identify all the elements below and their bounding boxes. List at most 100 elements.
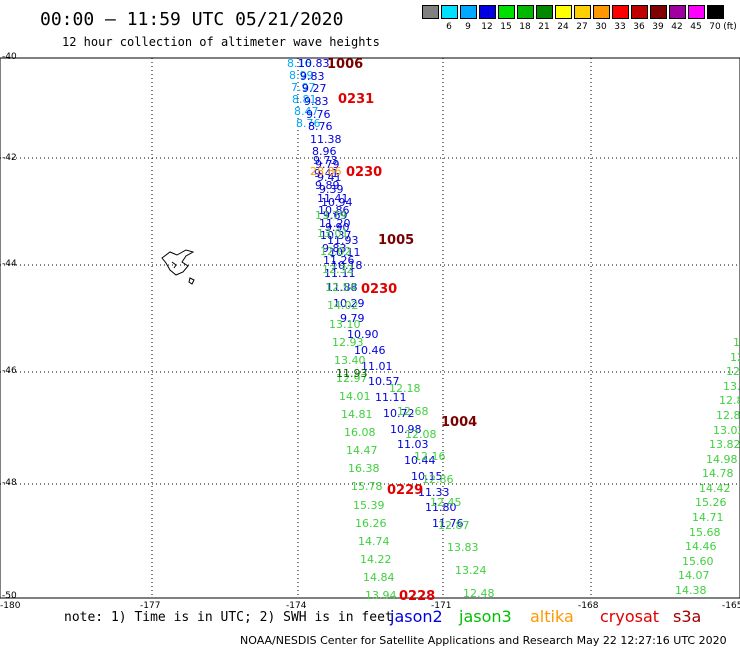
color-scale-swatch	[688, 5, 705, 19]
lon-tick: -174	[286, 601, 307, 611]
color-scale-swatch	[612, 5, 629, 19]
cyclone-label: 0230	[346, 165, 383, 180]
footnote: note: 1) Time is in UTC; 2) SWH is in fe…	[64, 610, 393, 625]
wave-height-label: 12.97	[336, 372, 368, 385]
cyclone-label: 0231	[338, 92, 375, 107]
wave-height-label: 16.38	[348, 462, 380, 475]
lat-tick: -46	[2, 366, 17, 376]
lon-tick: -177	[140, 601, 161, 611]
color-scale-label: 27	[576, 22, 588, 32]
wave-height-label: 14.38	[675, 584, 707, 597]
wave-height-label: 9.27	[302, 82, 327, 95]
cyclone-label: 1004	[441, 415, 478, 430]
cyclone-label: 0228	[399, 589, 436, 604]
wave-height-label: 8.47	[294, 105, 319, 118]
wave-height-label: 9.73	[313, 154, 338, 167]
lat-tick: -50	[2, 591, 17, 601]
wave-height-label: 13.01	[317, 227, 349, 240]
wave-height-label: 9.83	[300, 70, 325, 83]
wave-height-label: 15.68	[689, 526, 721, 539]
wave-height-label: 10.90	[347, 328, 379, 341]
color-scale-swatch	[479, 5, 496, 19]
color-scale-label: 6	[446, 22, 452, 32]
color-scale-label: 9	[465, 22, 471, 32]
color-scale-label: 15	[500, 22, 512, 32]
wave-height-label: 12.02	[320, 245, 352, 258]
page-subtitle: 12 hour collection of altimeter wave hei…	[62, 35, 380, 49]
wave-height-label: 10.29	[333, 297, 365, 310]
wave-height-label: 14.02	[327, 299, 359, 312]
color-scale-label: 24	[557, 22, 569, 32]
wave-height-label: 11.01	[361, 360, 393, 373]
color-scale-swatch	[574, 5, 591, 19]
wave-height-label: 11.80	[425, 501, 457, 514]
lat-tick: -48	[2, 478, 17, 488]
color-scale-swatch	[517, 5, 534, 19]
legend-jason3: jason3	[459, 607, 512, 626]
wave-height-label: 9.79	[340, 312, 365, 325]
wave-height-label: 13.82	[709, 438, 740, 451]
wave-height-label: 12.7	[730, 351, 740, 364]
lon-tick: -180	[0, 601, 21, 611]
color-scale-label: 36	[633, 22, 645, 32]
wave-height-label: 11.93	[327, 234, 359, 247]
wave-height-label: 10.15	[411, 470, 443, 483]
wave-height-label: 13.10	[329, 318, 361, 331]
cyclone-label: 1005	[378, 233, 415, 248]
wave-height-label: 9.89	[315, 179, 340, 192]
wave-height-label: 8.96	[312, 145, 337, 158]
wave-height-label: 14.71	[692, 511, 724, 524]
wave-height-label: 9.76	[306, 108, 331, 121]
wave-height-label: 10.83	[298, 57, 330, 70]
lon-tick: -165	[722, 601, 740, 611]
wave-height-label: 9.79	[315, 158, 340, 171]
wave-height-label: 14.42	[699, 482, 731, 495]
wave-height-label: 12.32	[322, 263, 354, 276]
wave-height-label: 14.22	[360, 553, 392, 566]
wave-height-label: 10.94	[321, 196, 353, 209]
grid-lines	[0, 58, 740, 598]
color-scale-label: 30	[595, 22, 607, 32]
wave-height-label: 8.16	[287, 57, 312, 70]
wave-height-label: 14.81	[341, 408, 373, 421]
wave-height-label: 10.57	[368, 375, 400, 388]
wave-height-label: 16.08	[344, 426, 376, 439]
wave-height-label: 12.54	[325, 281, 357, 294]
wave-height-label: 10.18	[331, 259, 363, 272]
wave-height-label: 13.02	[713, 424, 740, 437]
wave-height-label: 28.86	[310, 165, 342, 178]
wave-height-label: 10.98	[390, 423, 422, 436]
wave-height-label: 12.48	[463, 587, 495, 600]
wave-height-label: 12.87	[438, 519, 470, 532]
color-scale-swatch	[536, 5, 553, 19]
cyclone-label: 0229	[387, 483, 424, 498]
wave-height-label: 9.90	[325, 221, 350, 234]
wave-height-label: 12.1	[733, 336, 740, 349]
wave-height-label: 15.39	[353, 499, 385, 512]
legend-cryosat: cryosat	[600, 607, 660, 626]
wave-height-label: 13.40	[334, 354, 366, 367]
wave-height-label: 15.26	[695, 496, 727, 509]
wave-height-label: 14.46	[685, 540, 717, 553]
page-title: 00:00 – 11:59 UTC 05/21/2020	[40, 9, 344, 30]
wave-height-label: 8.99	[289, 69, 314, 82]
wave-height-label: 12.08	[405, 428, 437, 441]
wave-height-label: 14.07	[678, 569, 710, 582]
wave-height-label: 11.03	[397, 438, 429, 451]
lon-tick: -168	[578, 601, 599, 611]
wave-height-label: 8.76	[308, 120, 333, 133]
wave-height-label: 14.01	[339, 390, 371, 403]
wave-height-label: 12.93	[332, 336, 364, 349]
wave-height-label: 12.84	[719, 394, 740, 407]
legend-jason2: jason2	[390, 607, 443, 626]
wave-height-label: 10.44	[404, 454, 436, 467]
color-scale-label: 12	[481, 22, 493, 32]
color-scale-unit: (ft)	[723, 22, 737, 32]
color-scale-swatch	[498, 5, 515, 19]
color-scale-swatch	[707, 5, 724, 19]
wave-height-label: 10.11	[329, 246, 361, 259]
wave-height-label: 14.84	[363, 571, 395, 584]
wave-height-label: 9.83	[304, 95, 329, 108]
wave-height-label: 13.8	[723, 380, 740, 393]
